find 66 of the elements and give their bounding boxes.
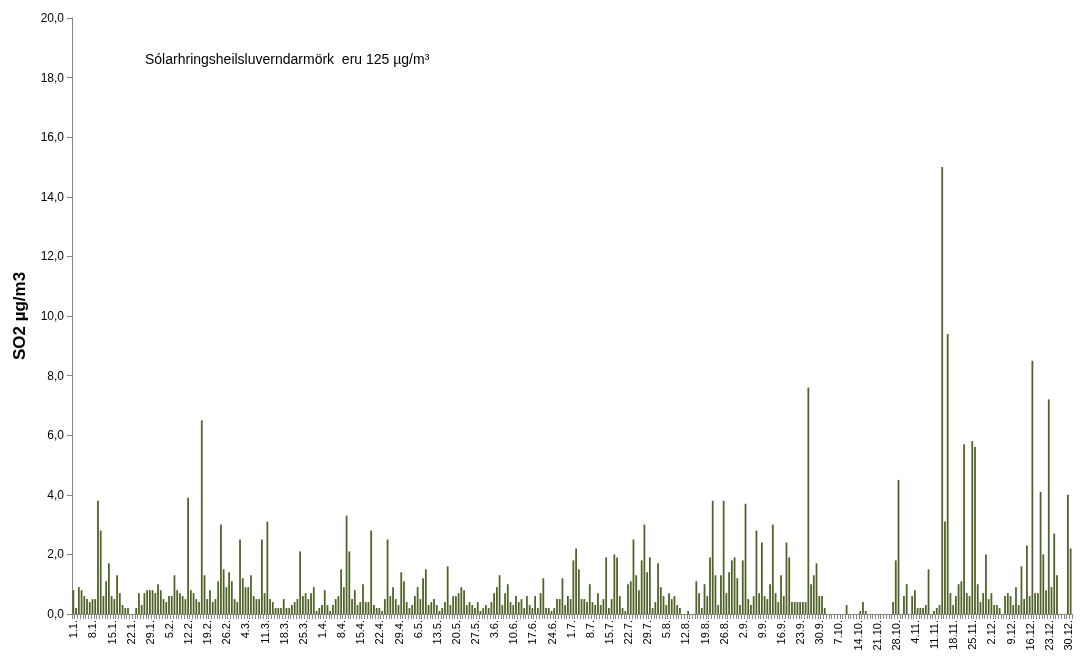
x-tick-label: 8.1.	[86, 620, 99, 639]
x-tick-label: 30.9.	[813, 620, 826, 645]
x-tick-label: 4.3.	[239, 620, 252, 639]
x-tick-label: 6.5.	[411, 620, 424, 639]
x-tick-label: 5.2.	[162, 620, 175, 639]
x-tick-label: 24.6.	[545, 620, 558, 645]
x-tick-label: 23.12.	[1042, 620, 1055, 651]
x-tick-label: 17.6.	[526, 620, 539, 645]
x-tick-label: 5.8.	[660, 620, 673, 639]
x-tick-label: 12.2.	[182, 620, 195, 645]
x-tick-label: 11.3.	[258, 620, 271, 644]
x-tick-label: 22.1.	[124, 620, 137, 645]
y-axis-title: SO2 µg/m3	[10, 271, 29, 361]
x-tick-label: 7.10.	[832, 620, 845, 645]
x-tick-label: 26.2.	[220, 620, 233, 645]
x-tick-label: 27.5.	[469, 620, 482, 645]
x-tick-label: 15.4.	[354, 620, 367, 645]
x-tick-label: 9.12.	[1004, 620, 1017, 645]
annotation: Sólarhringsheilsluverndarmörk eru 125 µg/m³	[145, 51, 430, 67]
x-tick-label: 29.4.	[392, 620, 405, 645]
x-tick-label: 13.5.	[430, 620, 443, 645]
x-tick-label: 16.12.	[1023, 620, 1036, 651]
x-tick-label: 18.3.	[277, 620, 290, 645]
y-tick-label: 16,0	[40, 130, 65, 145]
y-tick-label: 6,0	[47, 428, 65, 443]
x-tick-label: 15.1.	[105, 620, 118, 645]
y-tick-label: 20,0	[40, 11, 65, 25]
x-tick-label: 25.11.	[966, 620, 979, 650]
x-tick-label: 15.7.	[602, 620, 615, 645]
x-tick-label: 11.11.	[928, 620, 941, 649]
x-tick-label: 14.10.	[851, 620, 864, 651]
x-tick-label: 16.9.	[775, 620, 788, 645]
x-tick-label: 1.7.	[564, 620, 577, 639]
y-tick-label: 8,0	[47, 368, 65, 383]
x-tick-label: 3.6.	[488, 620, 501, 639]
x-tick-label: 25.3.	[296, 620, 309, 645]
x-tick-label: 29.7.	[641, 620, 654, 645]
x-tick-label: 18.11.	[947, 620, 960, 650]
x-tick-label: 19.8.	[698, 620, 711, 645]
x-tick-label: 9.9.	[755, 620, 768, 639]
y-tick-label: 18,0	[40, 70, 65, 85]
x-tick-label: 4.11.	[908, 620, 921, 644]
x-tick-label: 29.1.	[143, 620, 156, 645]
x-tick-label: 2.9.	[736, 620, 749, 639]
y-tick-label: 10,0	[40, 309, 65, 323]
x-tick-label: 28.10.	[889, 620, 902, 651]
x-tick-label: 8.7.	[583, 620, 596, 639]
x-tick-label: 1.1.	[67, 620, 80, 639]
x-tick-label: 8.4.	[335, 620, 348, 639]
x-tick-label: 12.8.	[679, 620, 692, 645]
x-tick-label: 2.12.	[985, 620, 998, 645]
x-tick-label: 1.4.	[316, 620, 328, 639]
y-tick-label: 14,0	[40, 189, 65, 204]
x-tick-label: 23.9.	[794, 620, 807, 645]
x-tick-label: 19.2.	[201, 620, 214, 645]
y-tick-label: 4,0	[47, 487, 65, 502]
x-tick-label: 21.10.	[870, 620, 883, 651]
x-tick-label: 30.12.	[1061, 620, 1074, 651]
x-tick-label: 26.8.	[717, 620, 730, 645]
x-tick-label: 20.5.	[449, 620, 462, 645]
x-tick-label: 10.6.	[507, 620, 520, 645]
x-tick-label: 22.4.	[373, 620, 386, 645]
y-tick-label: 12,0	[40, 249, 65, 264]
x-tick-label: 22.7.	[622, 620, 635, 645]
y-tick-label: 2,0	[47, 547, 65, 562]
y-tick-label: 0,0	[47, 607, 65, 621]
